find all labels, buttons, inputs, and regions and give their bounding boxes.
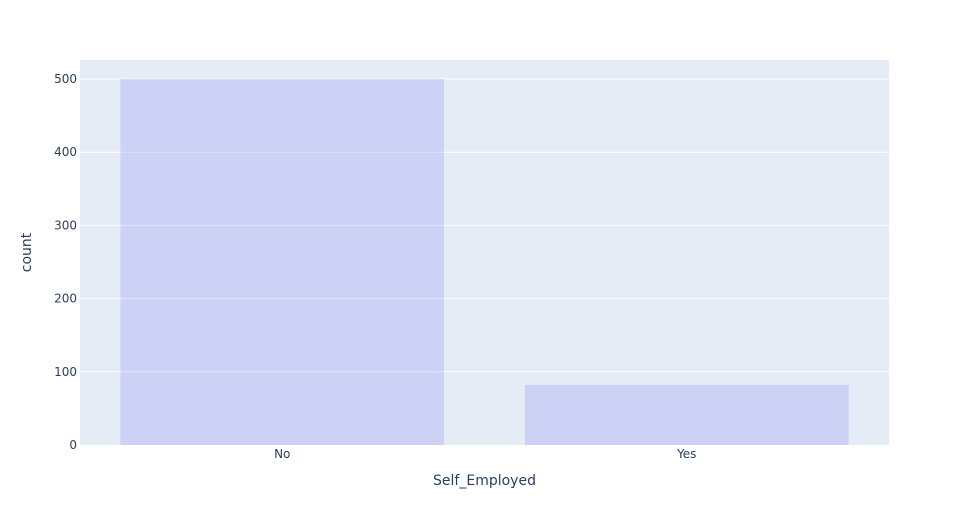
x-tick-label: Yes <box>676 447 696 461</box>
bar-no[interactable] <box>120 79 445 445</box>
y-axis-ticks: 0 100 200 300 400 500 <box>54 72 77 452</box>
x-tick-label: No <box>274 447 290 461</box>
bars <box>120 79 849 445</box>
y-axis-title: count <box>19 232 35 272</box>
y-tick-label: 0 <box>69 438 77 452</box>
y-tick-label: 500 <box>54 72 77 86</box>
x-axis-ticks: No Yes <box>274 447 696 461</box>
y-tick-label: 200 <box>54 292 77 306</box>
y-tick-label: 300 <box>54 218 77 232</box>
y-tick-label: 100 <box>54 365 77 379</box>
bar-yes[interactable] <box>524 384 849 445</box>
plot-area-background <box>80 60 889 445</box>
x-axis-title: Self_Employed <box>433 473 536 489</box>
gridlines <box>80 78 889 373</box>
y-tick-label: 400 <box>54 145 77 159</box>
